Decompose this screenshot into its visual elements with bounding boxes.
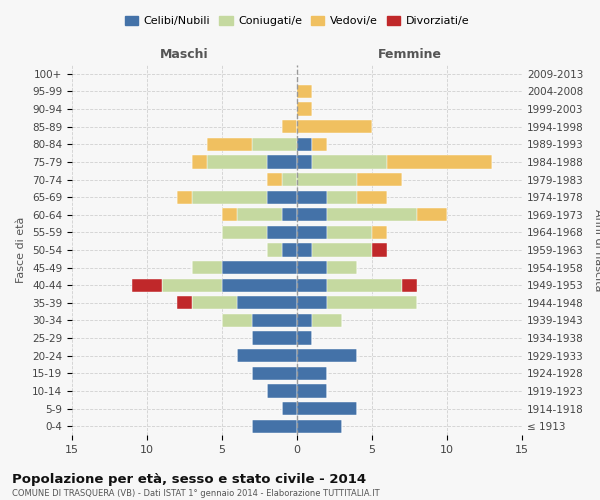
Bar — [372, 226, 387, 239]
Text: Popolazione per età, sesso e stato civile - 2014: Popolazione per età, sesso e stato civil… — [12, 472, 366, 486]
Text: Maschi: Maschi — [160, 48, 209, 61]
Bar — [192, 261, 222, 274]
Bar — [207, 156, 267, 168]
Bar — [282, 120, 297, 134]
Bar — [297, 366, 327, 380]
Bar — [327, 190, 357, 204]
Bar — [222, 208, 237, 222]
Bar — [297, 420, 342, 433]
Bar — [402, 278, 417, 292]
Bar — [297, 208, 327, 222]
Bar — [267, 190, 297, 204]
Bar — [282, 173, 297, 186]
Bar — [327, 208, 417, 222]
Bar — [357, 173, 402, 186]
Bar — [297, 278, 327, 292]
Bar — [297, 402, 357, 415]
Y-axis label: Anni di nascita: Anni di nascita — [593, 209, 600, 291]
Bar — [222, 261, 297, 274]
Bar — [282, 402, 297, 415]
Bar — [312, 156, 387, 168]
Bar — [327, 278, 402, 292]
Bar — [177, 296, 192, 310]
Legend: Celibi/Nubili, Coniugati/e, Vedovi/e, Divorziati/e: Celibi/Nubili, Coniugati/e, Vedovi/e, Di… — [121, 12, 473, 30]
Bar — [222, 278, 297, 292]
Bar — [417, 208, 447, 222]
Bar — [267, 244, 282, 256]
Bar — [252, 420, 297, 433]
Bar — [297, 261, 327, 274]
Text: Femmine: Femmine — [377, 48, 442, 61]
Bar — [387, 156, 492, 168]
Bar — [297, 332, 312, 344]
Bar — [297, 120, 372, 134]
Bar — [267, 226, 297, 239]
Bar — [297, 296, 327, 310]
Bar — [297, 156, 312, 168]
Bar — [267, 173, 282, 186]
Bar — [237, 349, 297, 362]
Bar — [297, 226, 327, 239]
Bar — [312, 314, 342, 327]
Bar — [327, 296, 417, 310]
Bar — [297, 314, 312, 327]
Bar — [297, 85, 312, 98]
Bar — [237, 296, 297, 310]
Bar — [267, 384, 297, 398]
Bar — [312, 138, 327, 151]
Y-axis label: Fasce di età: Fasce di età — [16, 217, 26, 283]
Bar — [357, 190, 387, 204]
Bar — [282, 208, 297, 222]
Bar — [192, 190, 267, 204]
Bar — [327, 226, 372, 239]
Bar — [222, 226, 267, 239]
Bar — [162, 278, 222, 292]
Bar — [312, 244, 372, 256]
Bar — [372, 244, 387, 256]
Bar — [177, 190, 192, 204]
Bar — [252, 314, 297, 327]
Bar — [192, 156, 207, 168]
Bar — [297, 102, 312, 116]
Bar — [252, 332, 297, 344]
Bar — [297, 384, 327, 398]
Text: COMUNE DI TRASQUERA (VB) - Dati ISTAT 1° gennaio 2014 - Elaborazione TUTTITALIA.: COMUNE DI TRASQUERA (VB) - Dati ISTAT 1°… — [12, 489, 380, 498]
Bar — [297, 244, 312, 256]
Bar — [237, 208, 282, 222]
Bar — [252, 138, 297, 151]
Bar — [252, 366, 297, 380]
Bar — [132, 278, 162, 292]
Bar — [192, 296, 237, 310]
Bar — [297, 173, 357, 186]
Bar — [327, 261, 357, 274]
Bar — [222, 314, 252, 327]
Bar — [297, 349, 357, 362]
Bar — [267, 156, 297, 168]
Bar — [282, 244, 297, 256]
Bar — [207, 138, 252, 151]
Bar — [297, 190, 327, 204]
Bar — [297, 138, 312, 151]
